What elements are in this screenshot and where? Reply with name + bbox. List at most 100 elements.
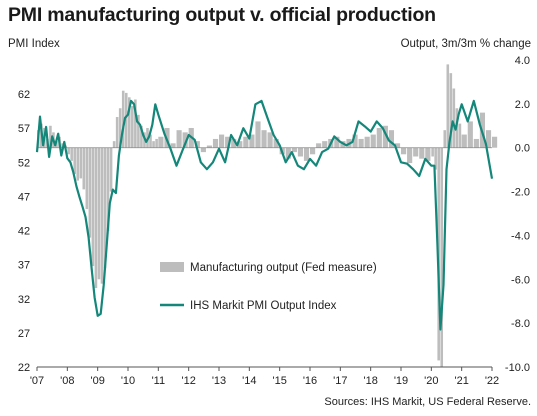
output-bar [285, 147, 291, 159]
right-tick-label: -4.0 [511, 230, 530, 242]
right-tick-label: 0.0 [515, 143, 530, 155]
output-bar [115, 117, 119, 148]
output-bar [434, 147, 437, 170]
output-bar [91, 147, 95, 267]
right-tick-label: -10.0 [505, 362, 530, 374]
output-bar [112, 141, 116, 148]
output-bar [131, 106, 134, 148]
left-tick-label: 57 [18, 123, 30, 135]
output-bar [118, 108, 122, 148]
output-bar [413, 147, 419, 157]
output-bar [446, 64, 450, 148]
left-axis-title: PMI Index [8, 38, 60, 50]
output-bar [182, 132, 188, 148]
x-tick-label: '22 [485, 375, 499, 387]
output-bar [79, 147, 83, 179]
output-bar [458, 123, 462, 148]
output-bar [152, 141, 155, 148]
output-bar [370, 134, 376, 148]
source-note: Sources: IHS Markit, US Federal Reserve. [324, 396, 531, 408]
x-tick-label: '18 [363, 375, 377, 387]
right-tick-label: 2.0 [515, 99, 530, 111]
output-bar [106, 147, 110, 232]
output-bar [273, 138, 279, 148]
output-bar [352, 134, 358, 148]
output-bar [124, 92, 128, 148]
output-bar [249, 134, 255, 148]
output-bar [103, 147, 107, 269]
x-tick-label: '15 [272, 375, 286, 387]
left-tick-label: 32 [18, 294, 30, 306]
output-bar [297, 147, 304, 157]
output-bar [134, 99, 137, 148]
x-tick-label: '11 [152, 375, 166, 387]
right-tick-label: -2.0 [511, 187, 530, 199]
output-bar [219, 134, 225, 148]
x-tick-label: '16 [303, 375, 317, 387]
output-bar [49, 125, 52, 148]
output-bar [322, 141, 328, 148]
output-bar [158, 136, 164, 148]
right-tick-label: -6.0 [511, 274, 530, 286]
legend-label-line: IHS Markit PMI Output Index [190, 300, 337, 312]
output-bar [200, 147, 206, 153]
legend-label-bars: Manufacturing output (Fed measure) [190, 262, 377, 274]
output-bar [212, 138, 219, 148]
right-axis-title: Output, 3m/3m % change [401, 38, 531, 50]
x-axis-ticks: '07 '08 '09 '10 '11 '12 '13 '14 '15 '16 '17 '18 '19 '… [30, 367, 499, 387]
x-tick-label: '12 [181, 375, 195, 387]
output-bar [100, 147, 104, 284]
left-tick-label: 27 [18, 328, 30, 340]
output-bar [419, 147, 425, 159]
output-bar [137, 114, 140, 148]
output-bar [76, 147, 80, 181]
x-tick-label: '10 [121, 375, 135, 387]
output-bar [94, 147, 98, 289]
output-bar [225, 136, 231, 148]
output-bar [316, 143, 322, 148]
output-bar [394, 143, 401, 148]
output-bar [261, 130, 267, 148]
output-bar [206, 145, 213, 148]
left-tick-label: 22 [18, 362, 30, 374]
output-bar [382, 125, 388, 148]
left-tick-label: 42 [18, 226, 30, 238]
output-bar [407, 147, 413, 164]
output-bar [291, 147, 297, 153]
output-bar [376, 127, 382, 148]
output-bar [128, 97, 131, 148]
output-bar [155, 138, 158, 148]
output-bar [97, 147, 101, 280]
output-bar [431, 147, 434, 157]
x-tick-label: '20 [424, 375, 438, 387]
left-tick-label: 47 [18, 191, 30, 203]
right-axis-ticks: -10.0 -8.0 -6.0 -4.0 -2.0 0.0 2.0 4.0 [505, 55, 530, 374]
left-tick-label: 37 [18, 260, 30, 272]
chart-title: PMI manufacturing output v. official pro… [8, 4, 436, 26]
x-tick-label: '13 [212, 375, 226, 387]
legend-swatch-bars [160, 262, 184, 272]
x-tick-label: '19 [394, 375, 408, 387]
output-bar [443, 130, 447, 148]
output-bar [461, 134, 467, 148]
bars-series [37, 64, 498, 367]
x-tick-label: '09 [90, 375, 104, 387]
output-bar [237, 141, 243, 148]
output-bar [401, 147, 407, 155]
output-bar [485, 130, 492, 148]
output-bar [82, 147, 86, 190]
output-bar [170, 143, 176, 148]
output-bar [109, 147, 113, 192]
output-bar [121, 90, 125, 148]
output-bar [492, 136, 498, 148]
output-bar [473, 138, 479, 148]
x-tick-label: '07 [30, 375, 44, 387]
output-bar [364, 136, 370, 148]
left-axis-ticks: 22 27 32 37 42 47 52 57 62 [18, 89, 30, 374]
x-tick-label: '14 [242, 375, 256, 387]
output-bar [231, 138, 237, 148]
left-tick-label: 52 [18, 157, 30, 169]
output-bar [358, 138, 364, 148]
output-bar [425, 147, 431, 161]
